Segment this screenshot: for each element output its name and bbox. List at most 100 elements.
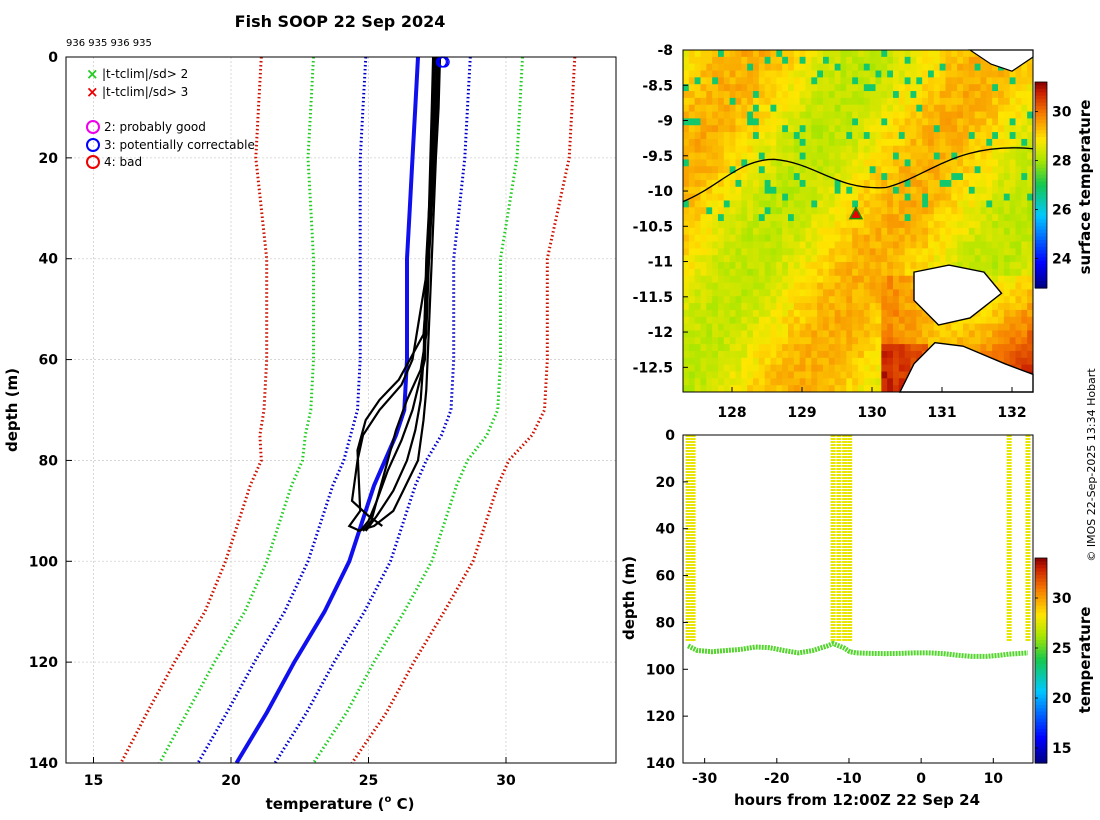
sst-cell xyxy=(992,234,999,242)
sst-cell xyxy=(706,118,713,126)
sst-cell xyxy=(887,214,894,222)
legend-bad-marker xyxy=(86,155,100,169)
section-x-tick-label: 0 xyxy=(916,771,926,787)
sst-cell xyxy=(933,248,941,256)
sst-cell xyxy=(998,77,1005,85)
sst-cell xyxy=(718,159,725,167)
sst-cell xyxy=(858,132,865,140)
sst-cell xyxy=(945,207,952,215)
sst-cell xyxy=(992,84,999,92)
sst-cell xyxy=(811,50,818,58)
sst-cell xyxy=(793,186,801,195)
sst-cell xyxy=(700,364,707,372)
sst-cell xyxy=(881,111,888,119)
sst-cell xyxy=(793,296,801,304)
sst-cell xyxy=(700,84,707,92)
sst-cell xyxy=(753,104,760,112)
sst-cell xyxy=(776,350,783,359)
sst-cell xyxy=(735,138,742,147)
sst-cell xyxy=(712,214,719,222)
sst-cell xyxy=(811,173,818,181)
section-colorbar-cell xyxy=(1035,756,1047,761)
sst-cell xyxy=(846,159,853,167)
section-colorbar-cell xyxy=(1035,653,1047,658)
sst-cell xyxy=(863,371,871,379)
sst-cell xyxy=(974,179,981,188)
sst-cell xyxy=(811,350,818,359)
sst-cell xyxy=(776,145,783,153)
sst-cell xyxy=(1021,289,1028,297)
sst-cell xyxy=(823,97,830,106)
sst-cell xyxy=(840,241,847,249)
sst-cell xyxy=(817,282,824,290)
sst-cell xyxy=(735,91,742,99)
sst-cell xyxy=(939,337,946,345)
sst-cell xyxy=(904,234,911,242)
sst-cell xyxy=(986,248,993,256)
sst-cell xyxy=(741,118,748,126)
sst-cell xyxy=(904,268,911,277)
sst-cell xyxy=(735,56,742,65)
sst-cell xyxy=(986,255,993,263)
sst-cell xyxy=(718,234,725,242)
sst-cell xyxy=(1021,152,1028,160)
sst-cell xyxy=(747,262,754,270)
sst-cell xyxy=(957,323,964,331)
sst-cell xyxy=(823,323,830,331)
sst-cell xyxy=(858,56,865,65)
sst-cell xyxy=(799,214,806,222)
map-x-tick-label: 129 xyxy=(787,405,816,421)
sst-cell xyxy=(776,84,783,92)
sst-cell xyxy=(1021,364,1028,372)
sst-cell xyxy=(782,385,789,393)
sst-cell xyxy=(729,125,736,133)
sst-cell xyxy=(723,56,731,65)
sst-cell xyxy=(858,84,865,92)
sst-cell xyxy=(811,132,818,140)
sst-cell xyxy=(963,104,970,112)
sst-cell xyxy=(828,337,836,345)
sst-cell xyxy=(875,56,882,65)
sst-cell xyxy=(963,152,970,160)
sst-cell xyxy=(770,337,777,345)
sst-cell xyxy=(1027,166,1034,174)
sst-cell xyxy=(735,173,742,181)
sst-cell xyxy=(846,152,853,160)
map-colorbar-cell xyxy=(1035,181,1047,186)
sst-cell xyxy=(904,152,911,160)
sst-cell xyxy=(694,84,701,92)
sst-cell xyxy=(992,248,999,256)
sst-cell xyxy=(805,309,812,318)
sst-cell xyxy=(788,200,795,208)
sst-cell xyxy=(753,56,760,65)
sst-cell xyxy=(986,159,993,167)
sst-cell xyxy=(858,350,865,359)
sst-cell xyxy=(834,104,841,112)
sst-cell xyxy=(933,91,941,99)
sst-cell xyxy=(869,97,876,106)
sst-cell xyxy=(986,77,993,85)
sst-cell xyxy=(846,193,853,201)
sst-cell xyxy=(729,364,736,372)
sst-cell xyxy=(863,63,871,71)
sst-cell xyxy=(683,371,690,379)
sst-cell xyxy=(776,221,783,229)
sst-cell xyxy=(974,344,981,352)
section-xlabel: hours from 12:00Z 22 Sep 24 xyxy=(734,791,980,809)
sst-cell xyxy=(683,316,690,324)
sst-cell xyxy=(788,282,795,290)
sst-cell xyxy=(834,193,841,201)
sst-cell xyxy=(840,193,847,201)
sst-cell xyxy=(828,200,836,208)
sst-cell xyxy=(939,91,946,99)
sst-cell xyxy=(980,330,987,338)
sst-cell xyxy=(887,275,894,283)
sst-cell xyxy=(974,63,981,71)
sst-cell xyxy=(817,207,824,215)
sst-cell xyxy=(700,200,707,208)
sst-cell xyxy=(1015,125,1022,133)
sst-cell xyxy=(1009,255,1016,263)
sst-cell xyxy=(828,91,836,99)
sst-cell xyxy=(828,268,836,277)
sst-cell xyxy=(823,282,830,290)
